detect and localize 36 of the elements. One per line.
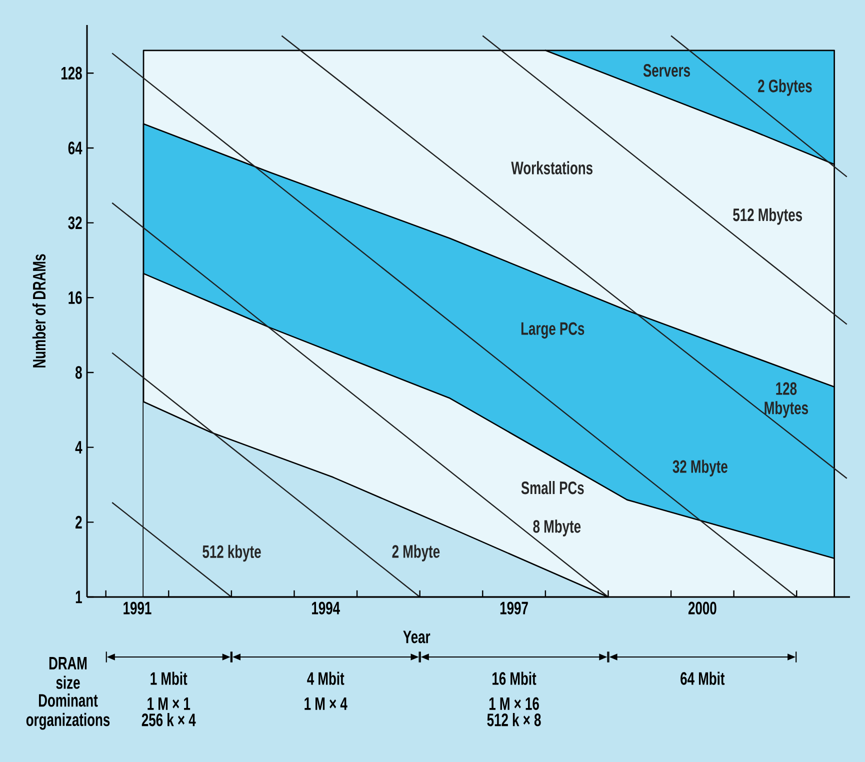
text: DRAM size	[49, 657, 87, 689]
x-tick-label: 1994	[312, 602, 340, 614]
y-tick-label: 8	[76, 366, 82, 379]
series-label: 8 Mbyte	[533, 520, 581, 536]
series-label: Workstations	[511, 161, 592, 174]
y-tick-label: 1	[76, 590, 82, 604]
y-tick-label: 128	[61, 66, 82, 80]
text: 4 Mbit	[307, 672, 344, 685]
text: 1 M × 1	[148, 697, 190, 710]
y-axis-title: Number of DRAMs	[32, 254, 46, 368]
series-label: Small PCs	[521, 481, 584, 494]
series-label: 2 Mbyte	[392, 544, 440, 562]
series-label: Large PCs	[521, 322, 584, 339]
text: 1 M × 16	[489, 697, 539, 710]
y-tick-label: 64	[68, 142, 82, 154]
series-label: 2 Gbytes	[758, 79, 812, 96]
x-axis-title: Year	[403, 630, 430, 644]
text: 16 Mbit	[492, 672, 536, 685]
series-label: Servers	[643, 64, 690, 77]
text: 512 k × 8	[487, 713, 541, 726]
text: 256 k × 4	[142, 713, 196, 726]
text: 1 Mbit	[150, 672, 188, 685]
series-label: 512 kbyte	[202, 544, 261, 562]
x-tick-label: 2000	[688, 602, 716, 614]
x-tick-label: 1997	[500, 602, 528, 614]
series-label: 128 Mbytes	[764, 382, 808, 418]
y-tick-label: 4	[75, 441, 82, 454]
y-tick-label: 16	[68, 291, 82, 304]
x-tick-label: 1991	[124, 602, 152, 614]
text: Dominant organizations	[26, 694, 110, 730]
series-label: 32 Mbyte	[672, 460, 728, 477]
text: 1 M × 4	[304, 697, 348, 710]
series-label: 512 Mbytes	[733, 208, 802, 225]
text: 64 Mbit	[680, 672, 725, 685]
y-tick-label: 32	[68, 216, 82, 230]
y-tick-label: 2	[76, 516, 82, 528]
